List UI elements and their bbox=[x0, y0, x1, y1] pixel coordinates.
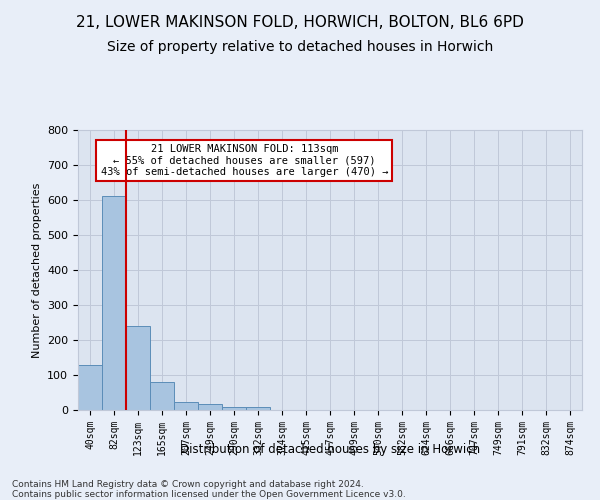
Bar bbox=[198, 404, 222, 410]
Text: 21, LOWER MAKINSON FOLD, HORWICH, BOLTON, BL6 6PD: 21, LOWER MAKINSON FOLD, HORWICH, BOLTON… bbox=[76, 15, 524, 30]
Y-axis label: Number of detached properties: Number of detached properties bbox=[32, 182, 41, 358]
Bar bbox=[174, 402, 198, 410]
Text: Distribution of detached houses by size in Horwich: Distribution of detached houses by size … bbox=[180, 444, 480, 456]
Bar bbox=[246, 406, 270, 410]
Bar bbox=[222, 406, 246, 410]
Text: Size of property relative to detached houses in Horwich: Size of property relative to detached ho… bbox=[107, 40, 493, 54]
Text: 21 LOWER MAKINSON FOLD: 113sqm
← 55% of detached houses are smaller (597)
43% of: 21 LOWER MAKINSON FOLD: 113sqm ← 55% of … bbox=[101, 144, 388, 177]
Bar bbox=[78, 364, 102, 410]
Text: Contains HM Land Registry data © Crown copyright and database right 2024.
Contai: Contains HM Land Registry data © Crown c… bbox=[12, 480, 406, 500]
Bar bbox=[150, 382, 174, 410]
Bar bbox=[126, 326, 150, 410]
Bar bbox=[102, 196, 126, 410]
